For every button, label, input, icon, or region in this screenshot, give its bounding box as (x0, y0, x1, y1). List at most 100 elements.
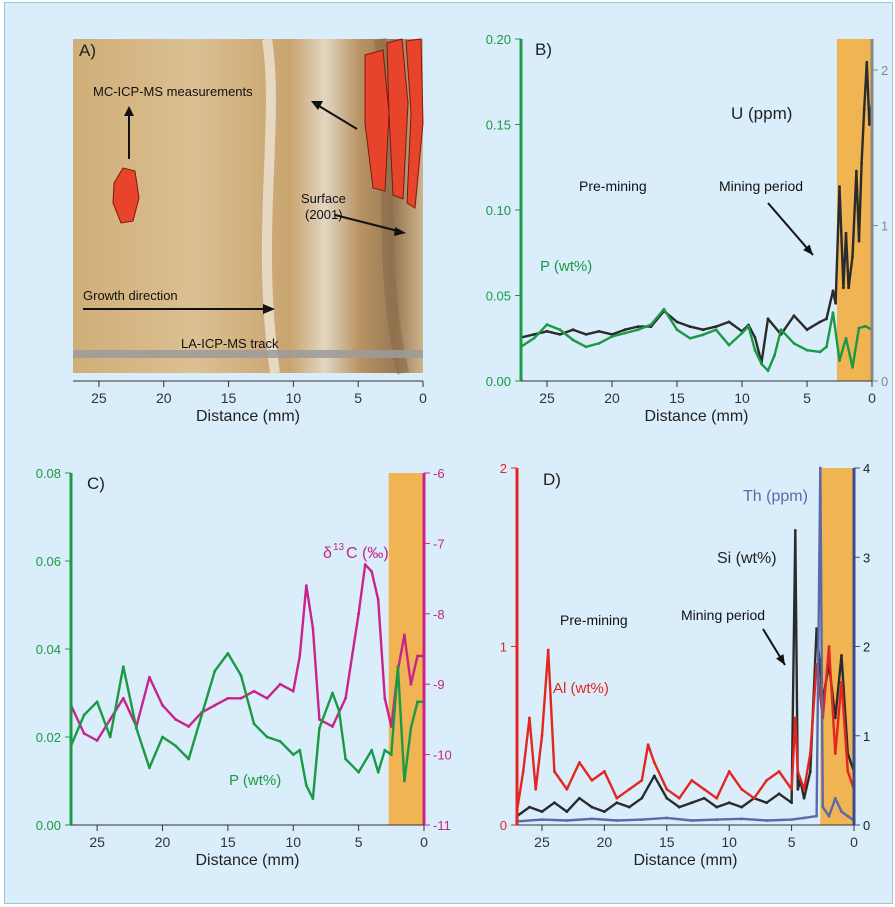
data-point (834, 301, 837, 305)
data-point (571, 338, 575, 342)
data-point (337, 709, 341, 712)
data-point (615, 796, 619, 800)
data-point (777, 792, 781, 796)
data-point (779, 328, 783, 332)
data-point (571, 328, 575, 332)
tick-label-left: 0.10 (486, 203, 511, 218)
data-point (793, 716, 797, 720)
tick-label-x: 25 (89, 834, 105, 850)
data-point (862, 107, 866, 111)
data-point (239, 674, 243, 677)
track-label: LA-ICP-MS track (181, 336, 279, 351)
data-point (291, 689, 295, 693)
data-point (646, 743, 650, 747)
data-point (793, 529, 797, 532)
series-line (515, 645, 856, 811)
data-point (868, 123, 871, 126)
tick-label-x: 10 (285, 834, 301, 850)
tick-label-left: 1 (500, 640, 507, 655)
data-point (827, 645, 831, 648)
panel-label: C) (87, 474, 105, 493)
arrow-left (318, 105, 358, 130)
data-point (727, 343, 731, 347)
tick-label-a: 5 (354, 390, 362, 406)
data-point (331, 725, 334, 728)
core-mark-3 (386, 38, 409, 200)
series-line (69, 563, 424, 742)
data-point (578, 796, 581, 800)
data-point (540, 810, 544, 814)
data-point (802, 816, 806, 820)
data-point (311, 797, 315, 800)
data-point (239, 696, 243, 700)
data-point (790, 787, 793, 791)
data-point (546, 648, 550, 652)
data-point (805, 348, 809, 352)
data-point (344, 696, 347, 700)
data-point (265, 696, 269, 700)
series-line (516, 529, 856, 818)
core-mark-2 (364, 49, 390, 192)
data-point (825, 317, 828, 321)
data-point (802, 796, 806, 800)
tick-label-a: 10 (286, 390, 302, 406)
data-point (665, 787, 669, 791)
tick-label-left: 0 (500, 818, 507, 833)
data-point (851, 365, 854, 369)
data-point (857, 239, 861, 243)
figure-svg: A) MC-ICP-MS measurements Surface (2001)… (36, 32, 889, 869)
tick-label-x: 5 (803, 390, 811, 406)
data-point (640, 796, 644, 800)
data-point (174, 744, 177, 748)
data-point (802, 787, 806, 791)
tick-label-right: 2 (881, 63, 888, 78)
data-point (590, 805, 594, 809)
panel-label: 13 (333, 542, 345, 553)
tick-label-x: 0 (868, 390, 876, 406)
tick-label-a: 15 (221, 390, 237, 406)
data-point (389, 725, 393, 728)
data-point (808, 752, 812, 755)
data-point (540, 818, 544, 822)
panel-label: Th (ppm) (743, 488, 808, 505)
data-point (590, 817, 594, 821)
panel-label: P (wt%) (540, 258, 592, 275)
data-point (590, 778, 594, 782)
data-point (610, 335, 614, 338)
data-point (640, 778, 644, 782)
data-point (821, 805, 825, 809)
data-point (831, 311, 835, 314)
data-point (318, 718, 321, 721)
tick-label-a: 20 (156, 390, 172, 406)
panel-label: D) (543, 470, 561, 489)
data-point (416, 700, 419, 704)
data-point (864, 324, 867, 328)
arrow-surface (334, 214, 399, 232)
data-point (818, 466, 822, 470)
data-point (278, 682, 282, 686)
data-point (840, 680, 843, 684)
tick-label-right: -10 (433, 748, 452, 763)
tick-label-right: -7 (433, 536, 445, 551)
data-point (357, 770, 361, 774)
tick-label-right: 2 (863, 640, 870, 655)
arrow-surface-head (394, 227, 406, 236)
data-point (252, 722, 256, 726)
tick-label-x: 15 (659, 834, 675, 850)
panel-label: Si (wt%) (717, 550, 777, 567)
data-point (376, 598, 380, 602)
data-point (827, 814, 831, 818)
tick-label-x: 25 (539, 390, 555, 406)
panel-a: A) MC-ICP-MS measurements Surface (2001)… (73, 38, 427, 425)
data-point (855, 169, 858, 173)
data-point (702, 796, 706, 800)
tick-label-a: 0 (419, 390, 427, 406)
tick-label-x: 25 (534, 834, 550, 850)
data-point (815, 627, 818, 631)
data-point (765, 778, 769, 782)
x-axis-label: Distance (mm) (633, 852, 737, 869)
data-point (777, 770, 781, 773)
tick-label-right: 1 (881, 219, 888, 234)
data-point (847, 286, 850, 290)
tick-label-x: 0 (420, 834, 428, 850)
